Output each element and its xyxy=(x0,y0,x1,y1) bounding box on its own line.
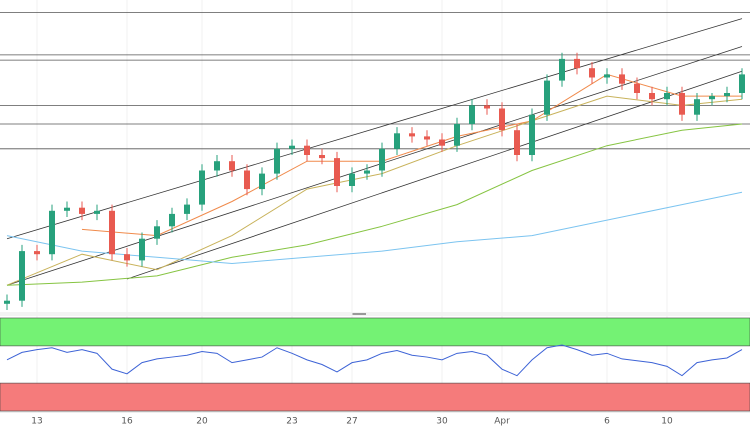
candle-body xyxy=(634,83,640,93)
candle-body xyxy=(424,136,430,140)
x-tick-label: 13 xyxy=(31,417,42,427)
candle-body xyxy=(529,114,535,155)
candle-body xyxy=(259,173,265,190)
candle-body xyxy=(64,207,70,211)
x-tick-label: 20 xyxy=(196,417,208,427)
candle-body xyxy=(199,170,205,205)
candle-body xyxy=(139,238,145,261)
candle-body xyxy=(154,226,160,239)
candle-body xyxy=(439,139,445,146)
candle-body xyxy=(49,210,55,255)
candle-body xyxy=(184,204,190,214)
moving-average xyxy=(81,73,742,237)
candle-body xyxy=(679,93,685,115)
trend-line xyxy=(6,18,743,240)
candle-body xyxy=(454,124,460,146)
candle-body xyxy=(124,254,130,261)
moving-average xyxy=(6,191,743,265)
divider-handle[interactable] xyxy=(352,313,366,315)
candle-body xyxy=(94,210,100,214)
candle-body xyxy=(289,145,295,149)
candle-body xyxy=(319,155,325,159)
x-tick-label: 6 xyxy=(604,417,610,427)
candle-body xyxy=(619,74,625,84)
pane-divider xyxy=(0,312,750,316)
moving-average xyxy=(6,123,743,286)
candle-body xyxy=(19,251,25,301)
candle-body xyxy=(604,74,610,78)
candle-body xyxy=(499,108,505,131)
rsi-zone xyxy=(0,317,750,347)
candle-body xyxy=(544,80,550,115)
candle-body xyxy=(34,251,40,255)
x-tick-label: 10 xyxy=(661,417,673,427)
candle-body xyxy=(574,58,580,69)
candle-body xyxy=(559,58,565,81)
x-tick-label: 27 xyxy=(346,417,357,427)
candle-body xyxy=(109,210,115,255)
candle-body xyxy=(4,300,10,304)
candle-body xyxy=(334,158,340,186)
candle-body xyxy=(379,148,385,171)
candle-body xyxy=(589,68,595,78)
candle-body xyxy=(409,133,415,137)
candle-body xyxy=(274,148,280,174)
trend-line xyxy=(126,70,743,280)
candle-body xyxy=(484,105,490,109)
trend-line xyxy=(6,46,743,286)
candle-body xyxy=(739,74,745,93)
candle-body xyxy=(364,170,370,174)
candle-body xyxy=(694,99,700,115)
x-tick-label: 30 xyxy=(436,417,448,427)
candle-body xyxy=(349,173,355,186)
candle-body xyxy=(79,207,85,214)
candle-body xyxy=(214,161,220,171)
rsi-line xyxy=(6,344,743,377)
candle-body xyxy=(469,105,475,124)
x-tick-label: 23 xyxy=(286,417,297,427)
candle-body xyxy=(649,93,655,100)
candle-body xyxy=(394,133,400,149)
candle-body xyxy=(244,170,250,190)
rsi-zone xyxy=(0,382,750,412)
candle-body xyxy=(724,93,730,97)
x-tick-label: Apr xyxy=(494,417,510,427)
x-tick-label: 16 xyxy=(121,417,133,427)
candle-body xyxy=(709,96,715,100)
candle-body xyxy=(169,213,175,227)
candle-body xyxy=(229,161,235,171)
candle-body xyxy=(304,145,310,155)
candle-body xyxy=(514,130,520,155)
candle-body xyxy=(664,93,670,100)
